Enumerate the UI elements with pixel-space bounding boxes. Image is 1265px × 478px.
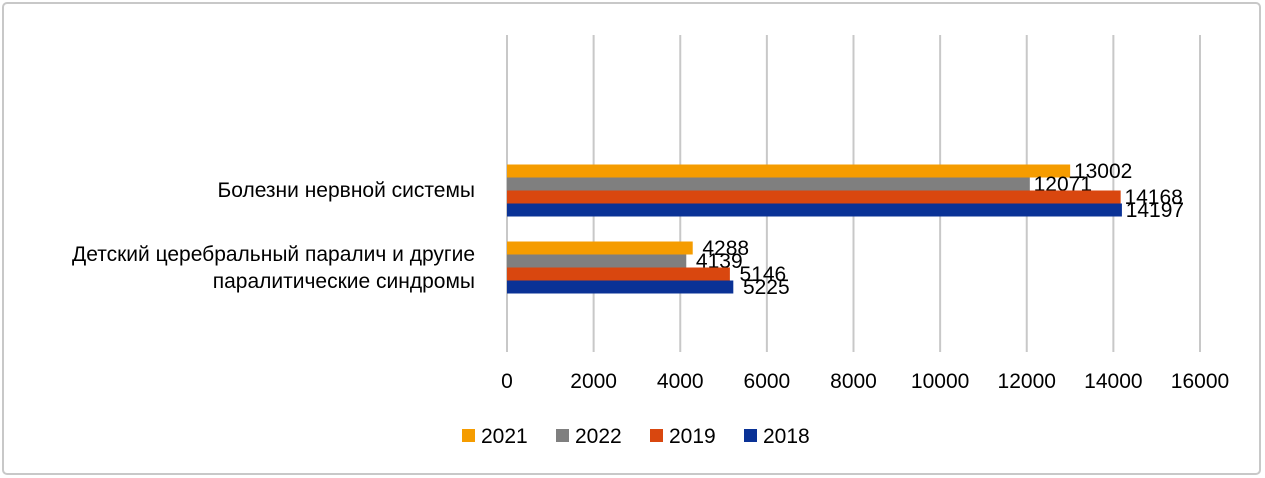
x-tick-label: 12000 [998,370,1056,393]
y-tick-label: Детский церебральный паралич и другие па… [72,242,475,293]
data-label: 14197 [1126,199,1184,222]
data-label: 5225 [743,276,790,299]
legend-label: 2022 [575,425,622,448]
bar [507,267,730,281]
legend-swatch [650,429,663,442]
x-tick-label: 4000 [657,370,704,393]
data-label: 4288 [702,237,749,260]
legend-label: 2021 [481,425,528,448]
data-label: 14168 [1124,186,1182,209]
bar [507,280,734,294]
x-tick-label: 6000 [744,370,791,393]
bar [507,254,687,268]
data-label: 4139 [696,250,743,273]
x-tick-label: 0 [501,370,513,393]
legend-label: 2018 [763,425,810,448]
bar [507,164,1071,178]
legend-swatch [462,429,475,442]
legend-swatch [744,429,757,442]
y-tick-label: Болезни нервной системы [217,179,475,202]
x-tick-label: 14000 [1084,370,1142,393]
bar [507,203,1122,217]
bar [507,177,1030,191]
x-tick-label: 10000 [911,370,969,393]
legend-swatch [556,429,569,442]
data-label: 12071 [1034,173,1092,196]
x-tick-label: 2000 [570,370,617,393]
bar [507,241,693,255]
x-tick-label: 8000 [830,370,877,393]
data-label: 13002 [1074,160,1132,183]
legend-label: 2019 [669,425,716,448]
data-label: 5146 [740,263,787,286]
bar [507,190,1121,204]
x-tick-label: 16000 [1171,370,1229,393]
